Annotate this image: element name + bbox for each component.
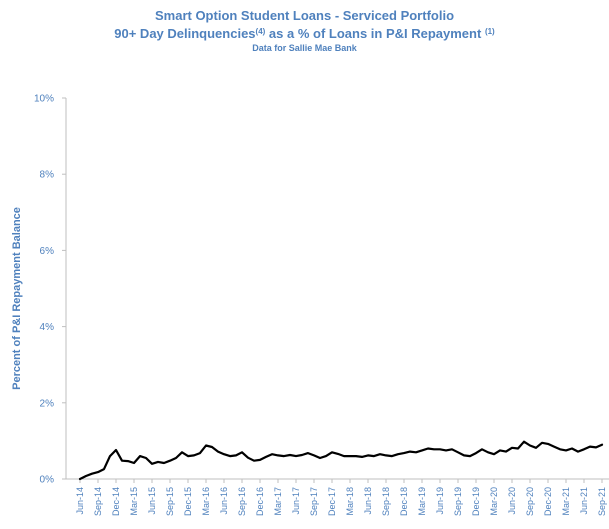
x-tick-label: Mar-15 bbox=[129, 487, 139, 516]
x-tick-label: Sep-17 bbox=[309, 487, 319, 516]
x-tick-label: Dec-16 bbox=[255, 487, 265, 516]
chart-axes bbox=[65, 98, 609, 480]
y-tick-label: 10% bbox=[34, 94, 54, 105]
x-tick-label: Jun-14 bbox=[75, 487, 85, 515]
x-tick-label: Jun-16 bbox=[219, 487, 229, 515]
chart-source-note: Data for Sallie Mae Bank bbox=[252, 43, 357, 53]
chart-title: Smart Option Student Loans - Serviced Po… bbox=[154, 8, 455, 23]
x-tick-label: Jun-20 bbox=[507, 487, 517, 515]
x-tick-label: Dec-15 bbox=[183, 487, 193, 516]
y-tick-label: 6% bbox=[40, 246, 55, 257]
subtitle-rest: as a % of Loans in P&I Repayment bbox=[265, 26, 485, 41]
x-tick-label: Sep-16 bbox=[237, 487, 247, 516]
x-tick-label: Mar-18 bbox=[345, 487, 355, 516]
subtitle-main: 90+ Day Delinquencies bbox=[114, 26, 256, 41]
y-tick-label: 8% bbox=[40, 170, 55, 181]
x-tick-label: Dec-20 bbox=[543, 487, 553, 516]
x-tick-label: Dec-14 bbox=[111, 487, 121, 516]
y-axis-ticks: 0% 2% 4% 6% 8% 10% bbox=[34, 94, 66, 486]
series-line bbox=[78, 440, 604, 481]
x-tick-label: Jun-15 bbox=[147, 487, 157, 515]
x-tick-label: Sep-19 bbox=[453, 487, 463, 516]
x-tick-label: Jun-17 bbox=[291, 487, 301, 515]
x-tick-label: Sep-18 bbox=[381, 487, 391, 516]
chart-subtitle: 90+ Day Delinquencies(4) as a % of Loans… bbox=[0, 24, 609, 42]
subtitle-footnote-4: (4) bbox=[255, 27, 266, 36]
plot-area bbox=[78, 440, 604, 481]
x-tick-label: Mar-16 bbox=[201, 487, 211, 516]
x-axis-ticks: Jun-14 Sep-14 Dec-14 Mar-15 Jun-15 Sep-15 Dec-… bbox=[75, 479, 607, 516]
x-tick-label: Mar-17 bbox=[273, 487, 283, 516]
x-tick-label: Sep-20 bbox=[525, 487, 535, 516]
x-tick-label: Jun-21 bbox=[579, 487, 589, 515]
x-tick-label: Mar-20 bbox=[489, 487, 499, 516]
chart-header: Smart Option Student Loans - Serviced Po… bbox=[0, 8, 609, 54]
x-tick-label: Sep-15 bbox=[165, 487, 175, 516]
x-tick-label: Dec-19 bbox=[471, 487, 481, 516]
x-tick-label: Dec-18 bbox=[399, 487, 409, 516]
subtitle-footnote-1: (1) bbox=[484, 27, 495, 36]
x-tick-label: Mar-19 bbox=[417, 487, 427, 516]
x-tick-label: Dec-17 bbox=[327, 487, 337, 516]
y-tick-label: 4% bbox=[40, 322, 55, 333]
x-tick-label: Jun-18 bbox=[363, 487, 373, 515]
y-tick-label: 2% bbox=[40, 398, 55, 409]
x-tick-label: Jun-19 bbox=[435, 487, 445, 515]
y-axis-label: Percent of P&I Repayment Balance bbox=[11, 207, 23, 390]
x-tick-label: Sep-21 bbox=[597, 487, 607, 516]
x-tick-label: Sep-14 bbox=[93, 487, 103, 516]
x-tick-label: Mar-21 bbox=[561, 487, 571, 516]
y-tick-label: 0% bbox=[40, 475, 55, 486]
